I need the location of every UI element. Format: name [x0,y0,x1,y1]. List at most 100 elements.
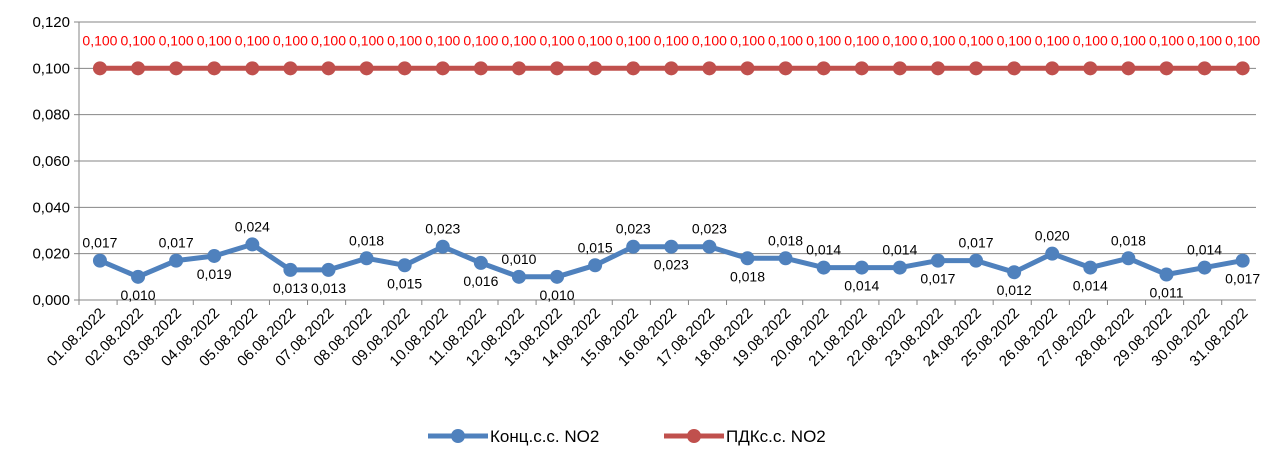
data-point [1121,251,1136,266]
y-tick-label: 0,120 [32,14,70,31]
data-label: 0,100 [1073,32,1108,48]
data-label: 0,012 [997,282,1032,298]
legend-swatch-marker [451,429,465,443]
data-point [1045,246,1060,261]
y-tick-label: 0,080 [32,107,70,124]
data-point [283,262,298,277]
data-label: 0,100 [349,32,384,48]
data-label: 0,100 [463,32,498,48]
data-label: 0,100 [1225,32,1260,48]
data-point [92,61,107,76]
data-point [930,253,945,268]
data-label: 0,100 [882,32,917,48]
data-label: 0,014 [1187,242,1222,258]
data-point [778,61,793,76]
data-label: 0,100 [578,32,613,48]
data-point [550,61,565,76]
data-label: 0,013 [273,280,308,296]
data-point [892,61,907,76]
data-label: 0,100 [121,32,156,48]
data-label: 0,010 [121,287,156,303]
data-label: 0,100 [273,32,308,48]
data-label: 0,024 [235,218,270,234]
data-label: 0,015 [578,239,613,255]
data-point [92,253,107,268]
data-label: 0,100 [654,32,689,48]
data-label: 0,100 [235,32,270,48]
data-point [473,255,488,270]
data-label: 0,100 [540,32,575,48]
data-point [626,61,641,76]
data-point [435,239,450,254]
data-label: 0,011 [1149,285,1183,301]
data-point [740,251,755,266]
data-point [930,61,945,76]
data-point [588,61,603,76]
data-point [816,61,831,76]
data-labels: 0,100 0,100 0,100 0,100 0,100 0,100 0,100 0,100… [82,32,1260,303]
data-label: 0,017 [1225,271,1260,287]
data-point [321,61,336,76]
data-point [1235,253,1250,268]
data-label: 0,023 [616,221,651,237]
data-label: 0,100 [806,32,841,48]
data-point [359,61,374,76]
data-label: 0,100 [159,32,194,48]
data-label: 0,100 [501,32,536,48]
data-label: 0,100 [768,32,803,48]
y-tick-label: 0,020 [32,246,70,263]
y-tick-label: 0,060 [32,153,70,170]
data-point [1235,61,1250,76]
data-label: 0,014 [1073,278,1108,294]
data-label: 0,017 [159,235,194,251]
data-label: 0,016 [463,273,498,289]
data-label: 0,100 [1035,32,1070,48]
data-label: 0,014 [806,242,841,258]
data-point [283,61,298,76]
data-label: 0,018 [768,232,803,248]
data-point [969,61,984,76]
data-label: 0,020 [1035,228,1070,244]
data-point [1197,260,1212,275]
data-label: 0,100 [425,32,460,48]
data-label: 0,010 [501,251,536,267]
data-point [702,239,717,254]
data-label: 0,100 [311,32,346,48]
data-point [588,258,603,273]
data-label: 0,100 [387,32,422,48]
data-label: 0,023 [654,257,689,273]
legend-swatch-marker [687,429,701,443]
data-label: 0,100 [692,32,727,48]
data-label: 0,017 [82,235,117,251]
data-label: 0,014 [844,278,879,294]
data-point [131,61,146,76]
data-label: 0,100 [82,32,117,48]
data-point [511,269,526,284]
data-label: 0,100 [730,32,765,48]
data-label: 0,100 [1187,32,1222,48]
data-point [1159,61,1174,76]
data-point [816,260,831,275]
data-point [207,248,222,263]
data-label: 0,013 [311,280,346,296]
data-label: 0,100 [1111,32,1146,48]
data-point [169,253,184,268]
data-point [1083,260,1098,275]
data-label: 0,019 [197,266,232,282]
data-label: 0,100 [1149,32,1184,48]
data-point [854,260,869,275]
legend: Конц.с.с. NO2 ПДКс.с. NO2 [428,427,826,446]
data-point [702,61,717,76]
data-label: 0,017 [920,271,955,287]
data-point [1045,61,1060,76]
data-point [969,253,984,268]
data-point [1007,265,1022,280]
data-point [892,260,907,275]
data-point [511,61,526,76]
data-label: 0,100 [959,32,994,48]
data-point [1007,61,1022,76]
y-tick-label: 0,000 [32,292,70,309]
data-point [359,251,374,266]
data-label: 0,023 [425,221,460,237]
data-point [397,61,412,76]
